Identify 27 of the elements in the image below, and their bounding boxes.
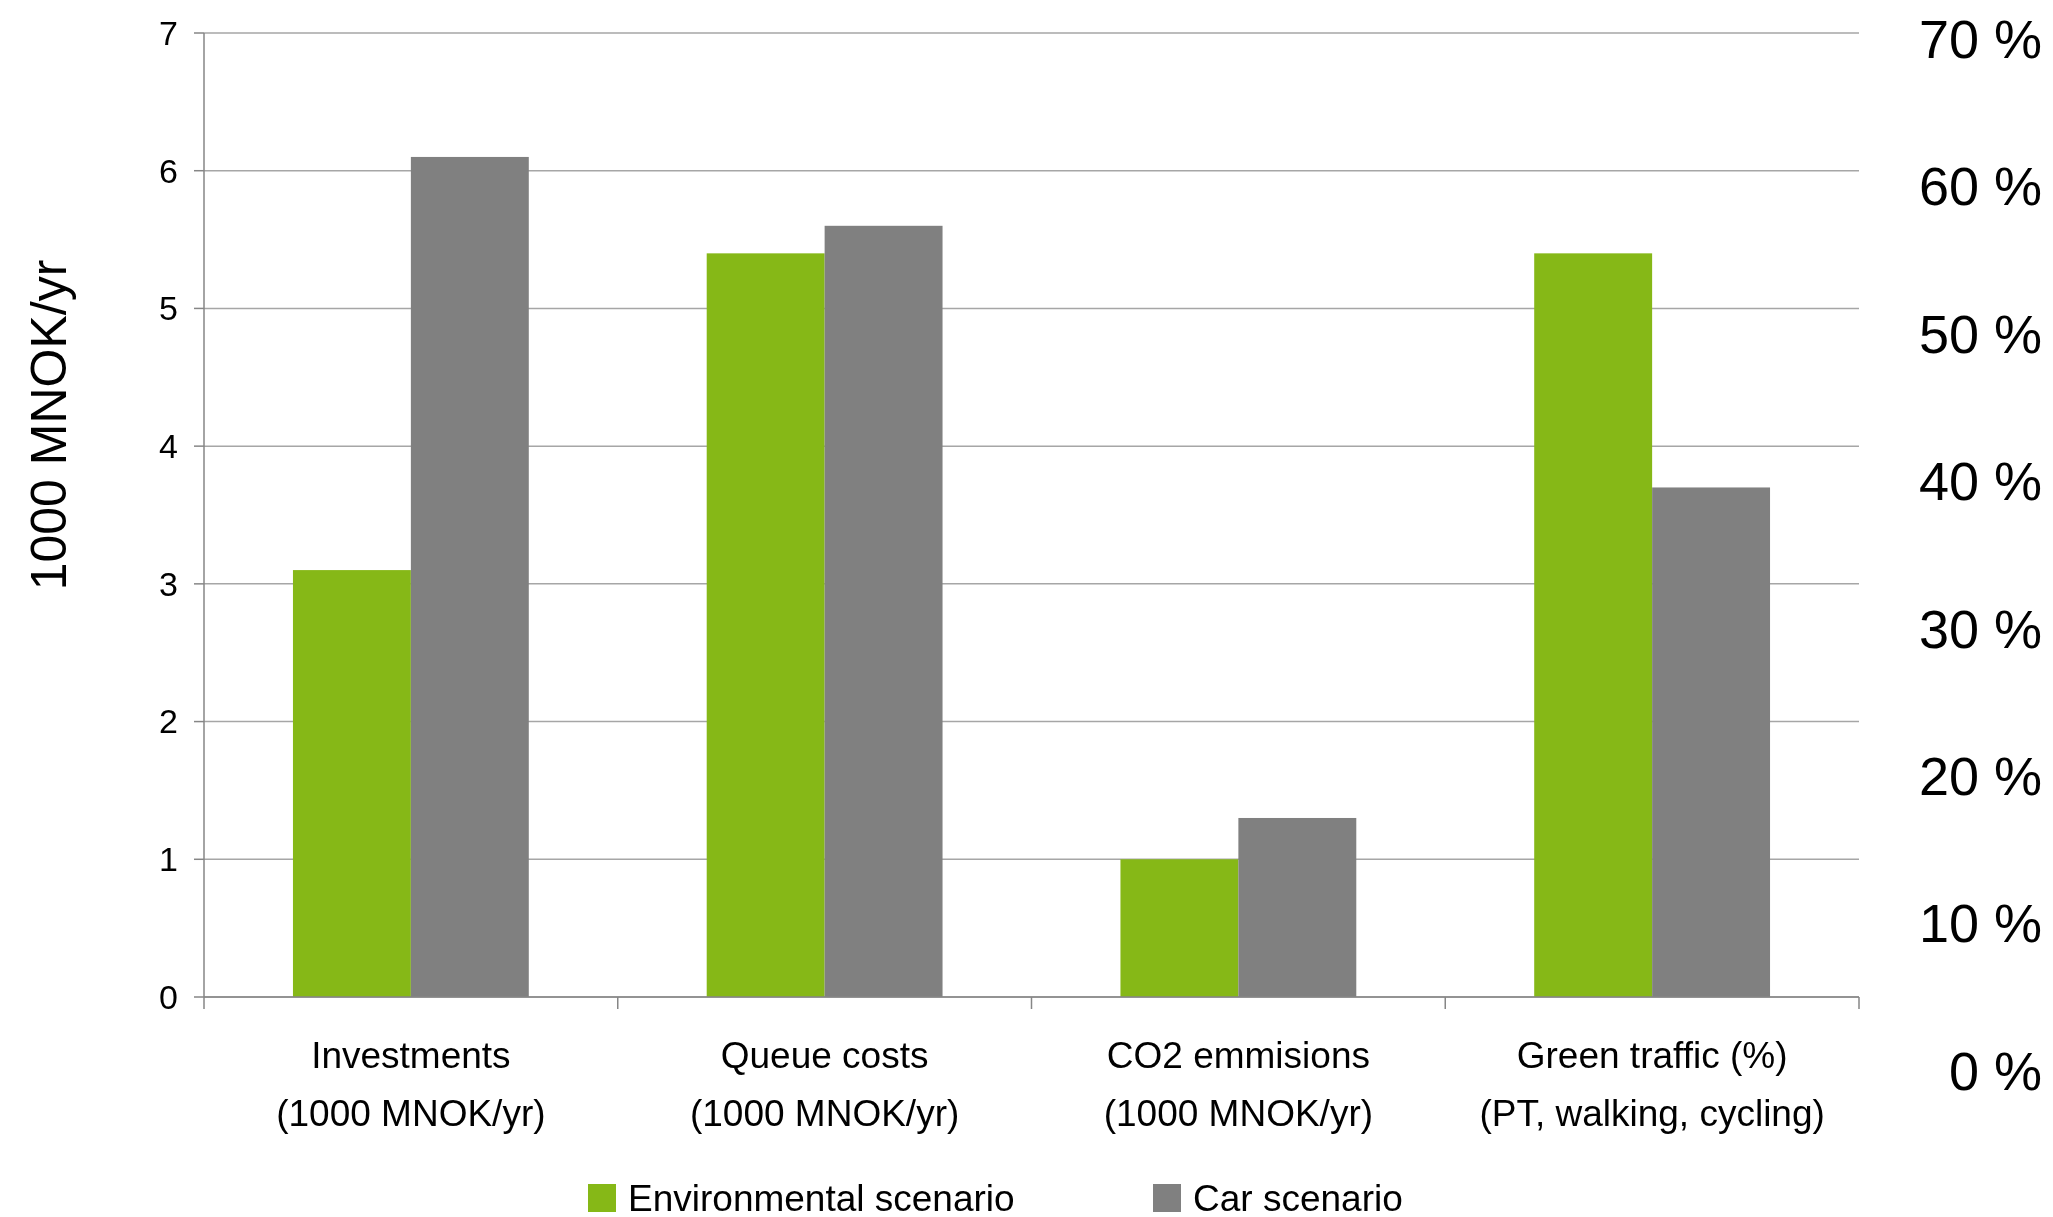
legend-label: Car scenario: [1193, 1177, 1403, 1217]
bar: [292, 570, 411, 997]
y-tick-label: 4: [159, 427, 178, 466]
x-tick-label: CO2 emmisions (1000 MNOK/yr): [1103, 1035, 1374, 1134]
bar: [706, 253, 825, 997]
y2-tick-label: 10 %: [1918, 893, 2042, 954]
y-tick-label: 6: [159, 151, 178, 190]
y2-tick-label: 30 %: [1918, 598, 2042, 659]
y-tick-label: 0: [159, 977, 178, 1016]
bar: [1534, 253, 1653, 997]
legend-label: Environmental scenario: [628, 1177, 1015, 1217]
y2-tick-label: 40 %: [1918, 451, 2042, 512]
y2-tick-label: 20 %: [1918, 746, 2042, 807]
y-tick-label: 3: [159, 564, 178, 603]
y-tick-label: 7: [159, 13, 178, 52]
y-tick-label: 2: [159, 702, 178, 741]
x-tick-label: Investments (1000 MNOK/yr): [276, 1035, 546, 1134]
y2-tick-label: 0 %: [1948, 1040, 2042, 1101]
bar: [1120, 859, 1239, 997]
y2-tick-label: 70 %: [1918, 8, 2042, 69]
y-tick-label: 5: [159, 289, 178, 328]
y-tick-label: 1: [159, 840, 178, 879]
y-axis-title: 1000 MNOK/yr: [21, 259, 77, 591]
x-tick-label: Green traffic (%) (PT, walking, cycling): [1479, 1035, 1825, 1134]
x-tick-label: Queue costs (1000 MNOK/yr): [689, 1035, 960, 1134]
y2-tick-label: 50 %: [1918, 303, 2042, 364]
y2-tick-label: 60 %: [1918, 156, 2042, 217]
